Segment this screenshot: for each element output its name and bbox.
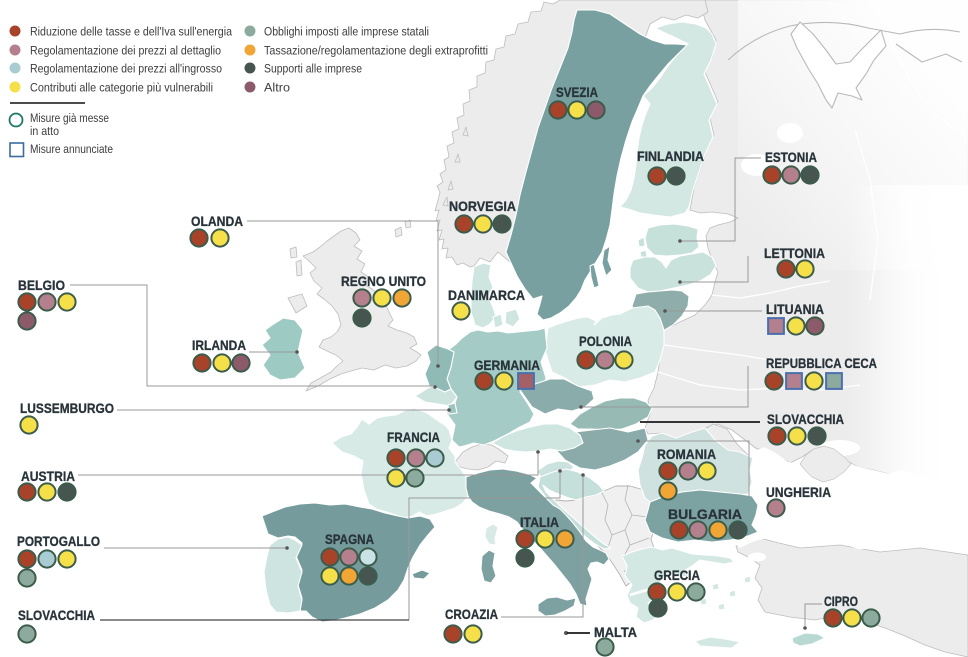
svg-text:CIPRO: CIPRO [824, 594, 858, 609]
svg-text:REGNO UNITO: REGNO UNITO [341, 274, 426, 289]
svg-text:FRANCIA: FRANCIA [387, 430, 440, 445]
svg-text:Supporti alle imprese: Supporti alle imprese [264, 62, 362, 76]
svg-text:CROAZIA: CROAZIA [445, 607, 498, 622]
svg-text:Altro: Altro [264, 81, 290, 95]
svg-text:REPUBBLICA CECA: REPUBBLICA CECA [766, 356, 877, 371]
svg-text:GERMANIA: GERMANIA [474, 358, 540, 373]
svg-text:ITALIA: ITALIA [520, 515, 559, 530]
svg-text:MALTA: MALTA [594, 625, 637, 640]
svg-text:UNGHERIA: UNGHERIA [766, 485, 831, 500]
svg-text:SPAGNA: SPAGNA [325, 532, 374, 547]
svg-text:Contributi alle categorie più: Contributi alle categorie più vulnerabil… [30, 81, 213, 95]
svg-text:OLANDA: OLANDA [191, 214, 243, 229]
svg-text:in atto: in atto [30, 124, 59, 138]
svg-text:LITUANIA: LITUANIA [766, 302, 824, 317]
svg-text:Misure già messe: Misure già messe [30, 111, 109, 125]
svg-text:Misure annunciate: Misure annunciate [30, 142, 113, 156]
svg-text:AUSTRIA: AUSTRIA [21, 469, 75, 484]
svg-text:IRLANDA: IRLANDA [192, 338, 246, 353]
svg-text:LUSSEMBURGO: LUSSEMBURGO [20, 401, 114, 416]
svg-text:NORVEGIA: NORVEGIA [449, 199, 516, 214]
svg-text:GRECIA: GRECIA [654, 568, 700, 583]
svg-text:DANIMARCA: DANIMARCA [448, 288, 525, 303]
svg-text:BULGARIA: BULGARIA [668, 507, 742, 522]
svg-text:ESTONIA: ESTONIA [765, 150, 817, 165]
svg-text:PORTOGALLO: PORTOGALLO [17, 534, 100, 549]
svg-text:POLONIA: POLONIA [579, 334, 632, 349]
svg-text:SLOVACCHIA: SLOVACCHIA [767, 412, 844, 427]
svg-text:Obblighi imposti alle imprese: Obblighi imposti alle imprese statali [264, 25, 429, 39]
svg-text:Regolamentazione dei prezzi al: Regolamentazione dei prezzi al dettaglio [30, 44, 221, 58]
svg-text:SLOVACCHIA: SLOVACCHIA [18, 608, 95, 623]
svg-text:FINLANDIA: FINLANDIA [637, 149, 704, 164]
svg-text:SVEZIA: SVEZIA [556, 85, 598, 100]
svg-text:LETTONIA: LETTONIA [764, 246, 825, 261]
svg-text:Regolamentazione dei prezzi al: Regolamentazione dei prezzi all'ingrosso [30, 62, 222, 76]
svg-text:BELGIO: BELGIO [18, 278, 65, 293]
svg-text:Riduzione delle tasse e dell': Riduzione delle tasse e dell'Iva sull'en… [30, 25, 232, 39]
svg-text:Tassazione/regolamentazione de: Tassazione/regolamentazione degli extrap… [264, 44, 488, 58]
svg-text:ROMANIA: ROMANIA [657, 447, 716, 462]
